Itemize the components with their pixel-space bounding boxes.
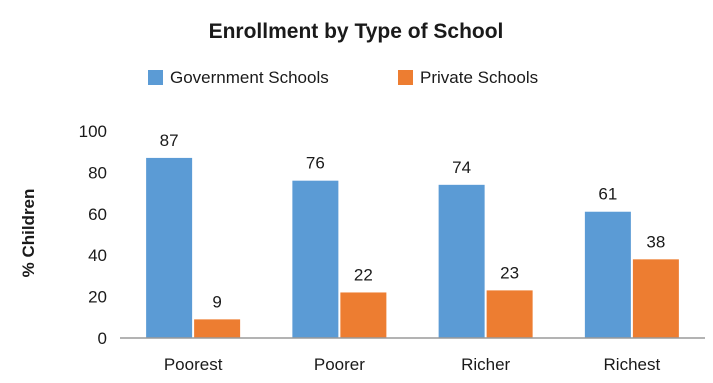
legend: Government Schools Private Schools <box>148 68 538 87</box>
data-label: 61 <box>598 185 617 204</box>
data-label: 76 <box>306 154 325 173</box>
data-label: 74 <box>452 158 471 177</box>
y-axis-label: % Children <box>19 189 38 278</box>
bar-private-poorest <box>194 319 241 338</box>
y-tick-label: 20 <box>88 288 107 307</box>
legend-label-government: Government Schools <box>170 68 329 87</box>
legend-swatch-private <box>398 70 413 85</box>
y-tick-label: 60 <box>88 205 107 224</box>
category-label-richest: Richest <box>604 355 661 374</box>
legend-label-private: Private Schools <box>420 68 538 87</box>
data-label: 22 <box>354 265 373 284</box>
bar-government-poorest <box>146 157 193 338</box>
bar-private-poorer <box>340 292 387 338</box>
category-label-poorer: Poorer <box>314 355 365 374</box>
bar-government-poorer <box>292 180 339 338</box>
y-tick-label: 40 <box>88 246 107 265</box>
data-labels: 87 9 76 22 74 23 61 38 <box>160 131 666 311</box>
bar-private-richer <box>486 290 533 338</box>
y-tick-label: 0 <box>98 329 107 348</box>
y-axis-ticks: 0 20 40 60 80 100 <box>79 122 107 348</box>
bars <box>146 157 679 338</box>
category-label-richer: Richer <box>461 355 510 374</box>
bar-private-richest <box>632 259 679 338</box>
bar-government-richest <box>584 211 631 338</box>
data-label: 38 <box>646 232 665 251</box>
bar-government-richer <box>438 184 485 338</box>
chart-title: Enrollment by Type of School <box>209 20 504 43</box>
y-tick-label: 80 <box>88 163 107 182</box>
data-label: 9 <box>212 292 221 311</box>
data-label: 87 <box>160 131 179 150</box>
y-tick-label: 100 <box>79 122 107 141</box>
data-label: 23 <box>500 263 519 282</box>
legend-swatch-government <box>148 70 163 85</box>
category-label-poorest: Poorest <box>164 355 223 374</box>
category-labels: Poorest Poorer Richer Richest <box>164 355 661 374</box>
